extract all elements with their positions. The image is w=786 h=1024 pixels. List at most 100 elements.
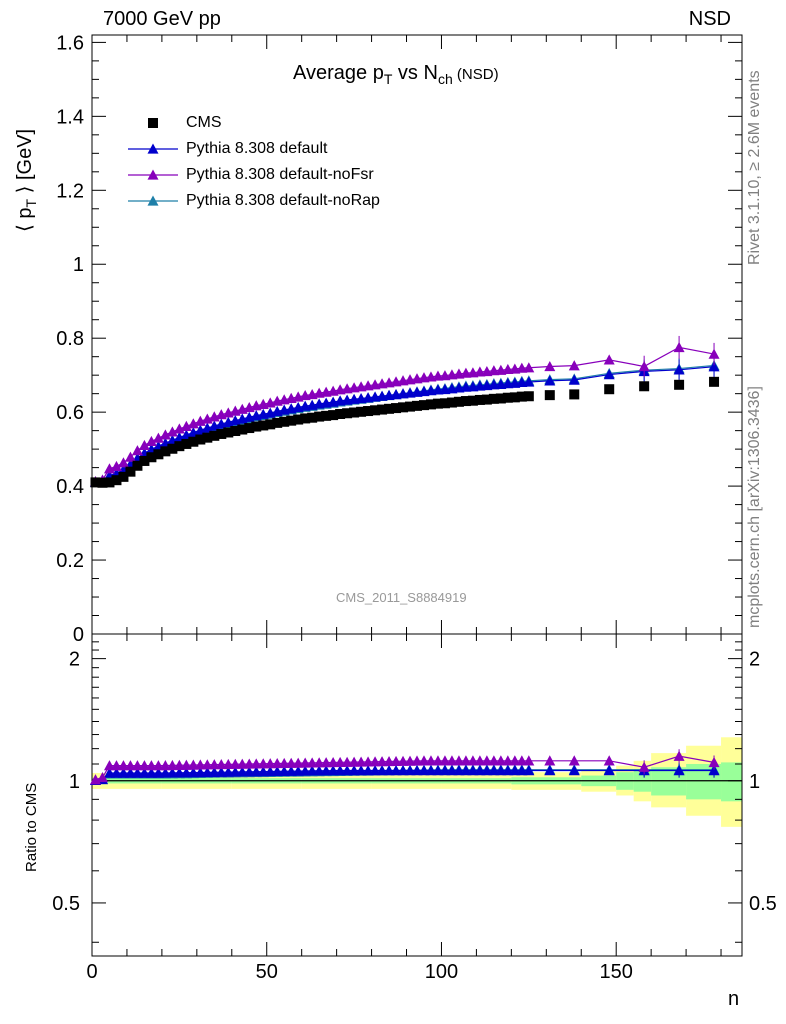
ratio-point-default <box>376 765 388 776</box>
data-point-nofsr <box>173 423 185 434</box>
ratio-point-default <box>271 765 283 777</box>
data-point-cms <box>195 434 206 445</box>
ratio-point-default <box>603 765 615 776</box>
data-point-cms <box>544 390 555 401</box>
legend-marker-nofsr <box>147 169 159 180</box>
ratio-point-nofsr <box>110 760 122 771</box>
data-point-nofsr <box>131 445 143 456</box>
y-tick-label: 0.6 <box>56 402 84 424</box>
ratio-point-nofsr <box>250 758 262 769</box>
ratio-point-default <box>439 765 451 776</box>
ratio-point-nofsr <box>103 760 115 771</box>
ratio-point-nofsr <box>348 756 360 767</box>
ratio-tick-label-right: 1 <box>749 771 760 793</box>
data-point-nofsr <box>166 426 178 437</box>
data-point-nofsr <box>638 360 650 372</box>
ratio-point-nofsr <box>194 759 206 770</box>
legend-label-cms: CMS <box>186 114 222 131</box>
ratio-point-default <box>474 765 486 776</box>
data-point-cms <box>202 432 213 443</box>
ratio-point-default <box>222 766 234 777</box>
ratio-point-nofsr <box>638 761 650 772</box>
x-tick-label: 100 <box>425 961 458 983</box>
data-point-nofsr <box>159 429 171 440</box>
ratio-point-nofsr <box>222 758 234 770</box>
ratio-point-default <box>292 765 304 776</box>
data-point-nofsr <box>180 420 192 431</box>
x-tick-label: 50 <box>256 961 278 983</box>
ratio-point-nofsr <box>467 755 479 766</box>
ratio-point-default <box>516 765 528 776</box>
ratio-point-default <box>138 767 150 778</box>
data-point-cms <box>321 410 332 421</box>
ratio-point-default <box>673 765 685 776</box>
ratio-point-nofsr <box>299 757 311 768</box>
ratio-point-nofsr <box>708 756 720 768</box>
data-point-cms <box>604 384 615 395</box>
data-point-default <box>568 374 580 385</box>
data-point-cms <box>146 452 157 463</box>
data-point-cms <box>488 393 499 404</box>
data-point-cms <box>258 420 269 431</box>
ratio-point-nofsr <box>369 756 381 767</box>
ratio-point-nofsr <box>215 759 227 770</box>
ratio-point-nofsr <box>320 757 332 768</box>
ratio-point-nofsr <box>453 755 465 766</box>
ratio-point-nofsr <box>124 760 136 771</box>
ratio-point-default <box>124 767 136 778</box>
data-point-cms <box>384 403 395 414</box>
ratio-point-nofsr <box>404 755 416 766</box>
ratio-tick-label-right: 2 <box>749 649 760 671</box>
ratio-point-default <box>418 765 430 776</box>
data-point-cms <box>412 400 422 411</box>
ratio-point-nofsr <box>292 757 304 768</box>
ratio-point-default <box>110 767 122 778</box>
y-tick-label: 0.2 <box>56 550 84 572</box>
ratio-point-default <box>460 765 472 776</box>
data-point-default <box>673 364 685 375</box>
ratio-point-default <box>159 767 171 778</box>
ratio-point-default <box>320 765 332 776</box>
data-point-nofsr <box>544 360 556 372</box>
ratio-point-default <box>215 766 227 777</box>
ratio-point-default <box>131 767 143 778</box>
data-point-nofsr <box>152 432 164 443</box>
ratio-point-default <box>278 765 290 776</box>
data-point-cms <box>516 391 527 402</box>
process-label: NSD <box>688 8 731 30</box>
ratio-point-nofsr <box>180 759 192 770</box>
data-point-cms <box>237 424 248 435</box>
ratio-point-default <box>334 765 346 776</box>
ratio-point-nofsr <box>481 755 493 766</box>
data-point-nofsr <box>673 341 685 353</box>
data-point-cms <box>495 393 506 404</box>
ratio-point-nofsr <box>488 755 500 766</box>
data-point-cms <box>460 396 471 407</box>
legend-label-default: Pythia 8.308 default <box>186 140 328 157</box>
ratio-point-default <box>568 765 580 776</box>
data-point-cms <box>230 426 241 437</box>
ratio-point-default <box>103 767 115 778</box>
legend-marker-cms <box>148 118 158 128</box>
ratio-point-nofsr <box>544 755 556 766</box>
ratio-point-nofsr <box>362 756 374 767</box>
data-point-cms <box>425 399 436 410</box>
legend-marker-default <box>147 143 159 154</box>
ratio-point-nofsr <box>187 759 199 770</box>
data-point-nofsr <box>708 348 720 359</box>
legend-label-nofsr: Pythia 8.308 default-noFsr <box>186 166 374 183</box>
ratio-point-default <box>208 766 220 777</box>
ratio-point-default <box>257 766 269 777</box>
data-point-cms <box>118 471 129 482</box>
data-point-cms <box>139 455 150 466</box>
rivet-version-label: Rivet 3.1.10, ≥ 2.6M events <box>746 70 763 265</box>
ratio-point-default <box>236 766 248 777</box>
data-point-cms <box>502 392 513 403</box>
ratio-point-default <box>708 765 720 776</box>
data-point-cms <box>453 396 464 407</box>
ratio-point-default <box>369 765 381 776</box>
data-point-cms <box>432 398 443 409</box>
ratio-point-default <box>453 765 465 776</box>
data-point-cms <box>439 398 450 409</box>
ratio-point-nofsr <box>390 755 402 766</box>
